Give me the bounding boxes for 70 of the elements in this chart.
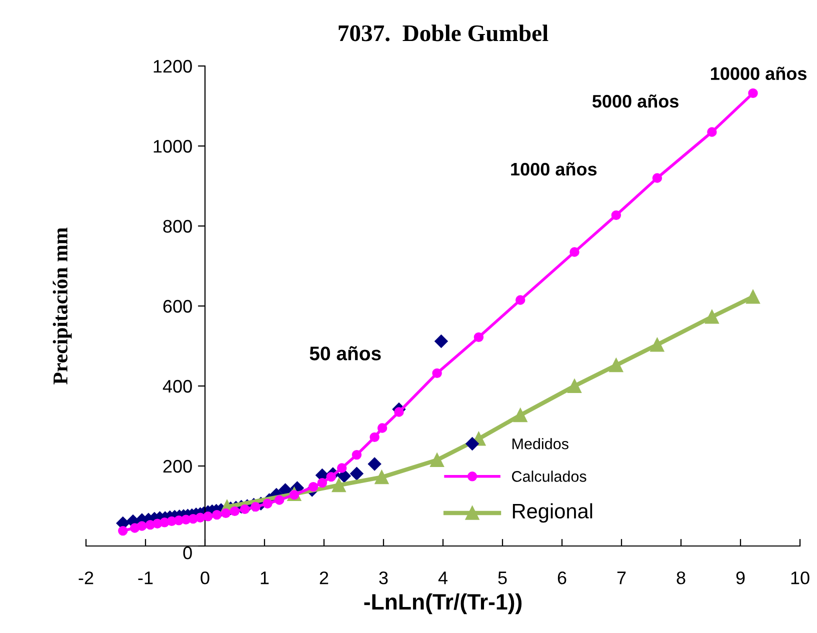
y-tick-label: 400 [162,380,192,393]
point [220,508,231,518]
y-tick-label: 200 [163,460,192,473]
point [434,334,448,348]
point [611,210,622,220]
x-tick-label: 0 [200,571,210,584]
y-tick-label: 1200 [154,60,192,73]
x-tick-label: 4 [438,572,448,584]
y-tick-label: 0 [183,546,192,560]
point [394,407,404,417]
point [212,510,222,520]
point [336,463,347,473]
point [432,368,442,378]
x-tick-label: 10 [791,571,810,584]
point [308,482,318,492]
point [513,408,528,422]
point [203,512,213,522]
x-tick-label: 9 [736,571,745,584]
legend-label: Medidos [512,438,568,450]
x-tick-label: -1 [138,572,153,584]
point [570,247,580,257]
y-axis-title: Precipitación mm [52,228,72,384]
annotation: 50 años [310,346,381,360]
x-tick-label: 1 [260,572,269,584]
point [352,450,362,460]
point [317,478,328,488]
point [326,472,336,482]
point [332,478,346,492]
x-tick-label: -2 [78,571,94,584]
point [370,432,380,442]
x-tick-label: 2 [320,571,328,584]
chart-title: 7037. Doble Gumbel [338,24,548,42]
x-tick-label: 7 [617,572,626,584]
x-axis-title: -LnLn(Tr/(Tr-1)) [364,593,522,614]
point [704,310,719,324]
point [374,470,389,484]
x-tick-label: 3 [379,571,388,584]
point [515,295,526,305]
legend-label: Calculados [512,470,586,482]
point [350,467,364,480]
point [274,495,284,505]
x-tick-label: 8 [676,571,686,584]
point [474,332,484,342]
point [746,290,760,304]
point [430,453,444,467]
point [137,521,147,531]
point [195,512,206,522]
point [377,423,388,433]
point [368,457,382,471]
point [230,506,240,516]
point [748,88,758,98]
annotation: 1000 años [511,162,597,176]
point [568,379,582,393]
point [118,526,128,536]
point [338,469,351,483]
annotation: 5000 años [592,94,678,108]
point [262,498,272,508]
x-tick-label: 5 [498,572,507,584]
annotation: 10000 años [711,66,806,80]
point [650,338,664,352]
y-tick-label: 1000 [154,140,192,153]
point [707,127,717,137]
x-tick-label: 6 [558,571,566,584]
legend-label: Regional [512,503,592,523]
y-tick-label: 600 [163,300,192,313]
point [250,502,260,512]
point [240,504,250,514]
point [652,173,662,183]
point [609,358,624,372]
y-tick-label: 800 [163,220,192,233]
